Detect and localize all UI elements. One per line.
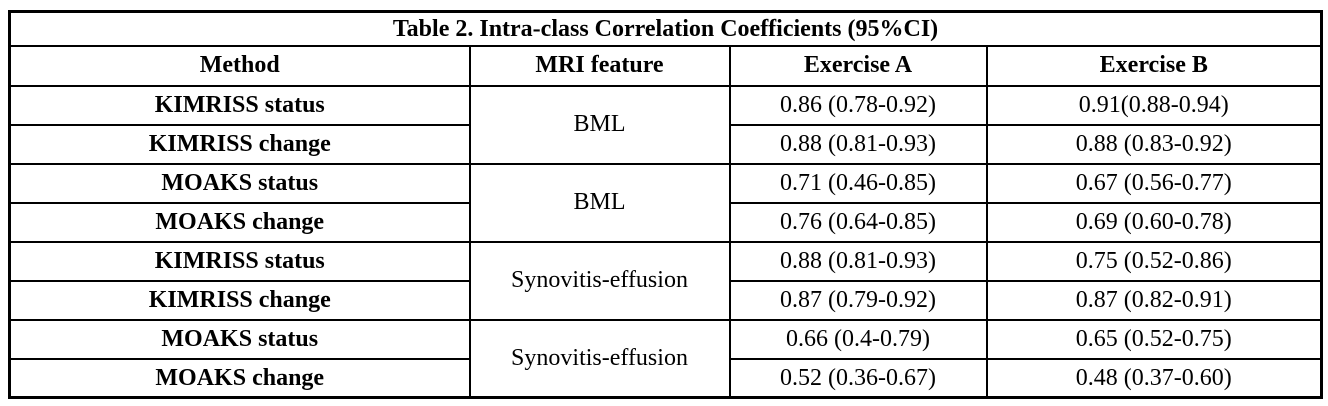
method-cell: MOAKS status: [8, 162, 471, 204]
table-row: MOAKS status Synovitis-effusion 0.66 (0.…: [8, 318, 1323, 399]
method-cell: KIMRISS status: [8, 84, 471, 126]
table-row: MOAKS change 0.52 (0.36-0.67) 0.48 (0.37…: [8, 357, 1323, 399]
exercise-a-value: 0.66 (0.4-0.79): [728, 318, 988, 360]
exercise-a-value: 0.87 (0.79-0.92): [728, 279, 988, 321]
mri-feature-cell: BML: [468, 162, 731, 243]
exercise-b-value: 0.65 (0.52-0.75): [985, 318, 1323, 360]
icc-table: Table 2. Intra-class Correlation Coeffic…: [8, 10, 1324, 399]
exercise-b-value: 0.91(0.88-0.94): [985, 84, 1323, 126]
exercise-a-value: 0.88 (0.81-0.93): [728, 123, 988, 165]
table-title: Table 2. Intra-class Correlation Coeffic…: [8, 10, 1323, 47]
table-row: MOAKS status BML 0.71 (0.46-0.85) 0.67 (…: [8, 162, 1323, 243]
exercise-b-value: 0.48 (0.37-0.60): [985, 357, 1323, 399]
table-header-row: Method MRI feature Exercise A Exercise B: [8, 44, 1323, 87]
column-header-exercise-a: Exercise A: [728, 44, 988, 87]
column-header-method: Method: [8, 44, 471, 87]
method-cell: MOAKS status: [8, 318, 471, 360]
exercise-b-value: 0.75 (0.52-0.86): [985, 240, 1323, 282]
exercise-a-value: 0.71 (0.46-0.85): [728, 162, 988, 204]
exercise-a-value: 0.88 (0.81-0.93): [728, 240, 988, 282]
mri-feature-cell: Synovitis-effusion: [468, 240, 731, 321]
column-header-exercise-b: Exercise B: [985, 44, 1323, 87]
table-row: KIMRISS status Synovitis-effusion 0.88 (…: [8, 240, 1323, 321]
table-title-row: Table 2. Intra-class Correlation Coeffic…: [8, 10, 1323, 47]
method-cell: MOAKS change: [8, 201, 471, 243]
method-cell: KIMRISS change: [8, 279, 471, 321]
exercise-a-value: 0.76 (0.64-0.85): [728, 201, 988, 243]
exercise-b-value: 0.87 (0.82-0.91): [985, 279, 1323, 321]
table-row: KIMRISS status BML 0.86 (0.78-0.92) 0.91…: [8, 84, 1323, 165]
mri-feature-cell: BML: [468, 84, 731, 165]
method-cell: MOAKS change: [8, 357, 471, 399]
table-row: KIMRISS change 0.88 (0.81-0.93) 0.88 (0.…: [8, 123, 1323, 165]
mri-feature-cell: Synovitis-effusion: [468, 318, 731, 399]
exercise-a-value: 0.86 (0.78-0.92): [728, 84, 988, 126]
table-row: MOAKS change 0.76 (0.64-0.85) 0.69 (0.60…: [8, 201, 1323, 243]
exercise-a-value: 0.52 (0.36-0.67): [728, 357, 988, 399]
method-cell: KIMRISS status: [8, 240, 471, 282]
exercise-b-value: 0.88 (0.83-0.92): [985, 123, 1323, 165]
exercise-b-value: 0.69 (0.60-0.78): [985, 201, 1323, 243]
exercise-b-value: 0.67 (0.56-0.77): [985, 162, 1323, 204]
method-cell: KIMRISS change: [8, 123, 471, 165]
column-header-mri-feature: MRI feature: [468, 44, 731, 87]
table-row: KIMRISS change 0.87 (0.79-0.92) 0.87 (0.…: [8, 279, 1323, 321]
